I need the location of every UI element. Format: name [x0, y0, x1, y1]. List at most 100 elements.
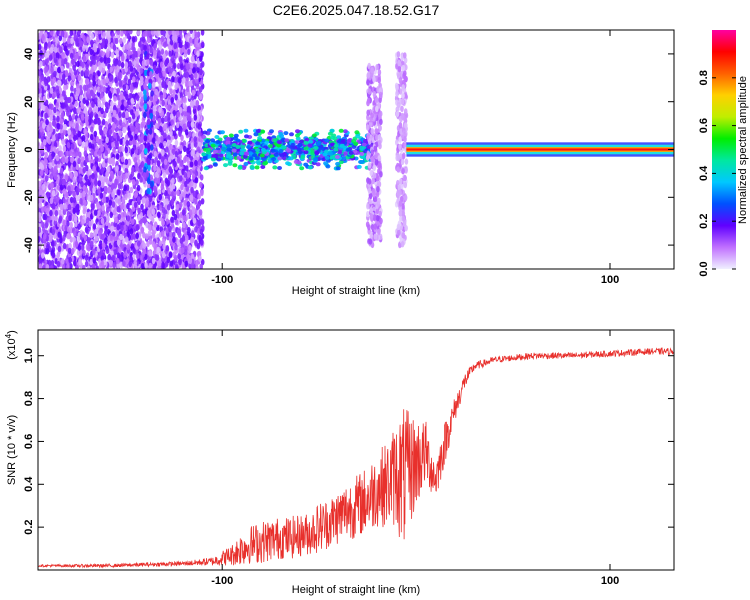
noise-cell — [193, 136, 198, 143]
noise-cell — [38, 256, 43, 264]
noise-cell — [124, 66, 128, 73]
noise-cell — [81, 134, 86, 142]
noise-cell — [181, 209, 186, 216]
noise-cell — [49, 114, 53, 122]
noise-cell — [194, 31, 198, 39]
noise-cell — [177, 36, 181, 44]
noise-cell — [131, 113, 136, 120]
noise-cell — [195, 100, 200, 107]
noise-cell — [55, 37, 59, 44]
noise-cell — [113, 249, 117, 256]
noise-cell — [63, 123, 67, 131]
noise-cell — [84, 78, 89, 85]
noise-cell — [159, 94, 164, 102]
noise-cell — [106, 165, 111, 173]
noise-cell — [120, 61, 125, 69]
noise-cell — [189, 30, 194, 34]
noise-cell — [115, 153, 120, 160]
noise-cell — [96, 201, 100, 208]
noise-cell — [124, 146, 129, 154]
noise-cell — [167, 66, 172, 73]
noise-cell — [171, 148, 176, 155]
noise-cell — [154, 156, 158, 163]
noise-cell — [178, 201, 183, 209]
noise-cell — [100, 181, 105, 189]
noise-cell — [67, 129, 72, 136]
noise-cell — [123, 90, 127, 97]
noise-cell — [118, 247, 122, 254]
noise-cell — [200, 61, 205, 68]
noise-cell — [43, 233, 47, 240]
noise-cell — [59, 150, 64, 157]
noise-cell — [105, 51, 110, 58]
noise-cell — [50, 103, 54, 111]
noise-cell — [125, 139, 129, 147]
noise-cell — [159, 61, 164, 68]
noise-cell — [116, 87, 121, 95]
noise-cell — [70, 85, 74, 92]
noise-cell — [69, 30, 74, 37]
noise-cell — [52, 91, 57, 98]
noise-cell — [39, 162, 43, 169]
noise-cell — [140, 96, 144, 104]
noise-cell — [52, 146, 57, 153]
noise-cell — [183, 110, 188, 117]
noise-cell — [101, 67, 106, 75]
noise-cell — [68, 256, 72, 264]
noise-cell — [127, 49, 131, 56]
noise-cell — [175, 51, 179, 58]
noise-cell — [154, 88, 159, 96]
noise-cell — [113, 95, 117, 102]
noise-cell — [115, 160, 119, 168]
noise-cell — [92, 58, 96, 65]
noise-cell — [136, 196, 141, 203]
noise-cell — [79, 175, 83, 182]
noise-cell — [194, 38, 199, 45]
noise-cell — [176, 229, 181, 236]
noise-cell — [78, 65, 82, 73]
noise-cell — [129, 256, 133, 263]
noise-cell — [107, 90, 112, 98]
noise-cell — [90, 133, 94, 141]
noise-cell — [117, 71, 122, 78]
noise-cell — [92, 257, 97, 264]
noise-cell — [97, 101, 101, 108]
noise-cell — [170, 54, 175, 61]
noise-cell — [69, 172, 73, 179]
noise-cell — [103, 128, 108, 135]
noise-cell — [93, 64, 97, 71]
noise-cell — [139, 165, 143, 173]
noise-cell — [98, 65, 102, 72]
noise-cell — [122, 30, 127, 35]
noise-cell — [52, 120, 56, 127]
noise-cell — [38, 33, 41, 40]
noise-cell — [62, 234, 66, 242]
noise-cell — [184, 260, 189, 268]
noise-cell — [135, 252, 140, 259]
noise-cell — [193, 72, 198, 79]
noise-cell — [191, 32, 196, 39]
noise-cell — [72, 129, 76, 136]
noise-cell — [124, 193, 128, 200]
noise-cell — [166, 139, 171, 146]
noise-cell — [169, 125, 173, 132]
noise-cell — [157, 189, 162, 196]
noise-cell — [129, 173, 133, 181]
noise-cell — [68, 214, 72, 222]
noise-cell — [135, 121, 139, 128]
noise-cell — [41, 104, 46, 112]
noise-cell — [78, 138, 82, 145]
noise-cell — [196, 146, 201, 153]
noise-cell — [158, 153, 162, 160]
noise-cell — [200, 219, 205, 226]
noise-cell — [86, 36, 90, 44]
noise-cell — [101, 233, 106, 240]
noise-cell — [84, 70, 89, 77]
noise-cell — [57, 66, 61, 74]
noise-cell — [184, 239, 188, 246]
noise-cell — [165, 245, 170, 252]
noise-cell — [180, 183, 184, 191]
noise-cell — [199, 68, 203, 76]
noise-cell — [170, 118, 174, 126]
noise-cell — [140, 133, 145, 141]
